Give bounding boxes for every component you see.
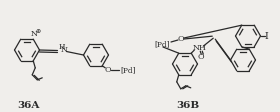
Text: N: N xyxy=(61,45,68,54)
Text: H: H xyxy=(58,42,65,51)
Text: O: O xyxy=(105,66,111,74)
Text: $\oplus$: $\oplus$ xyxy=(35,27,41,35)
Text: 36A: 36A xyxy=(17,100,39,110)
Text: NH: NH xyxy=(192,44,206,52)
Text: O: O xyxy=(178,35,184,43)
Text: O: O xyxy=(198,53,205,61)
Text: [Pd]: [Pd] xyxy=(154,40,170,48)
Text: [Pd]: [Pd] xyxy=(120,66,136,74)
Text: N: N xyxy=(31,30,38,38)
Text: 36B: 36B xyxy=(176,100,200,110)
Text: I: I xyxy=(265,31,268,41)
